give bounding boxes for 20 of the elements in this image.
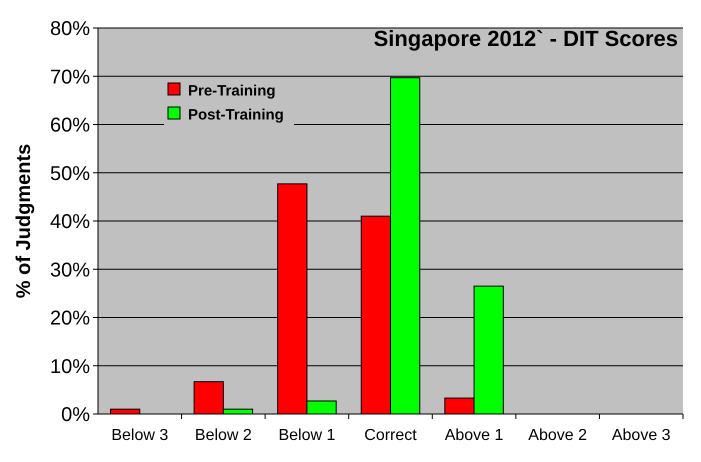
legend-label: Pre-Training: [188, 82, 276, 100]
chart-title: Singapore 2012` - DIT Scores: [374, 26, 678, 51]
x-tick-label: Below 1: [278, 427, 336, 444]
y-tick-label: 70%: [50, 66, 90, 88]
y-tick-label: 20%: [50, 308, 90, 330]
y-tick-label: 80%: [50, 18, 90, 40]
y-tick-label: 10%: [50, 356, 90, 378]
y-tick-label: 40%: [50, 211, 90, 233]
x-tick-label: Correct: [364, 427, 418, 444]
y-tick-label: 30%: [50, 259, 90, 282]
y-tick-label: 50%: [50, 162, 90, 185]
y-axis-title: % of Judgments: [13, 144, 35, 298]
legend-label: Post-Training: [188, 106, 284, 124]
y-tick-label: 0%: [61, 404, 90, 426]
x-tick-label: Below 3: [111, 427, 168, 444]
x-tick-label: Above 1: [444, 427, 504, 444]
x-tick-label: Below 2: [194, 427, 252, 444]
x-tick-label: Above 3: [612, 427, 671, 444]
y-tick-label: 60%: [50, 114, 90, 136]
x-tick-label: Above 2: [528, 427, 588, 444]
